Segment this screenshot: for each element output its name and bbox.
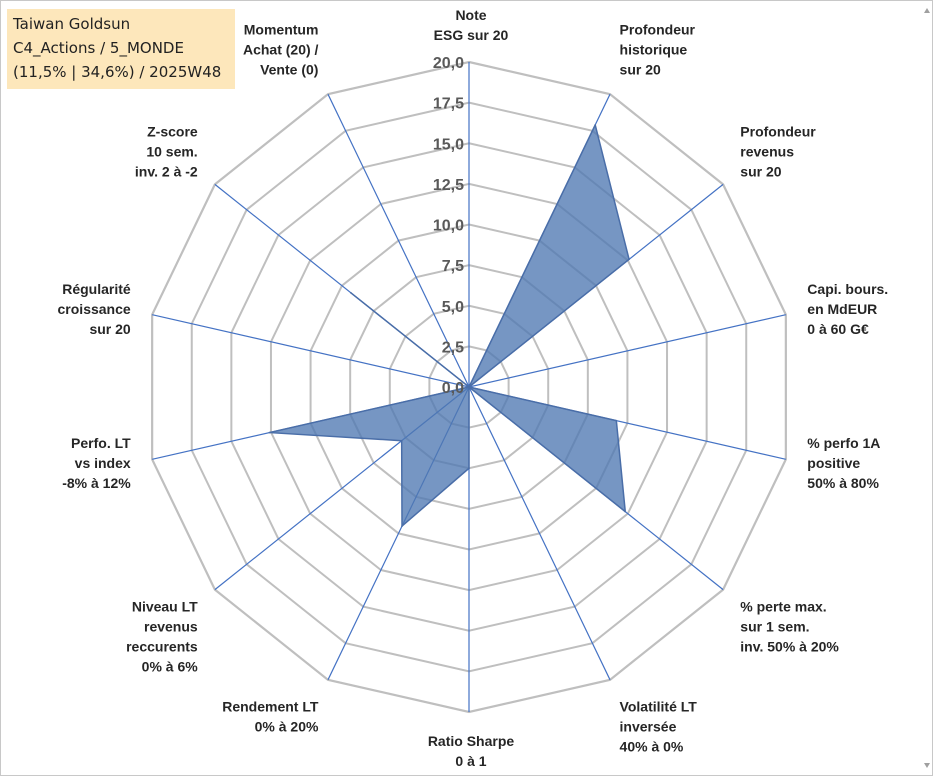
axis-label: % perfo 1A positive 50% à 80% bbox=[807, 435, 880, 491]
data-point bbox=[268, 431, 271, 434]
axis-label: Profondeur historique sur 20 bbox=[620, 21, 696, 77]
axis-label-line: Profondeur bbox=[740, 124, 816, 140]
axis-label-line: sur 20 bbox=[89, 321, 130, 337]
axis-label: Capi. bours. en MdEUR 0 à 60 G€ bbox=[807, 281, 888, 337]
axis-label-line: Achat (20) / bbox=[243, 41, 319, 57]
axis-label-line: positive bbox=[807, 455, 860, 471]
data-point bbox=[468, 386, 470, 388]
data-point bbox=[468, 467, 470, 470]
tick-label: 5,0 bbox=[442, 299, 464, 316]
axis-spoke bbox=[152, 314, 470, 388]
scroll-down-icon[interactable] bbox=[924, 763, 930, 768]
scroll-up-icon[interactable] bbox=[924, 8, 930, 13]
axis-label-line: Note bbox=[455, 7, 486, 23]
data-point bbox=[350, 291, 352, 294]
axis-label-line: ESG sur 20 bbox=[434, 27, 509, 43]
axis-label-line: revenus bbox=[740, 144, 794, 160]
tick-label: 7,5 bbox=[442, 258, 464, 275]
axis-label: % perte max. sur 1 sem. inv. 50% à 20% bbox=[740, 598, 839, 654]
data-point bbox=[628, 258, 630, 261]
tick-label: 2,5 bbox=[442, 339, 464, 356]
axis-spoke bbox=[327, 93, 470, 388]
axis-label: Z-score 10 sem. inv. 2 à -2 bbox=[135, 124, 198, 180]
data-point bbox=[401, 525, 403, 527]
axis-label: Rendement LT 0% à 20% bbox=[222, 699, 319, 735]
tick-label: 17,5 bbox=[433, 96, 464, 113]
axis-label-line: Z-score bbox=[147, 124, 198, 140]
info-box: Taiwan Goldsun C4_Actions / 5_MONDE (11,… bbox=[7, 9, 235, 89]
axis-label-line: en MdEUR bbox=[807, 301, 877, 317]
axis-label-line: 0% à 6% bbox=[142, 658, 199, 674]
axis-label: Note ESG sur 20 bbox=[434, 7, 509, 43]
info-category: C4_Actions / 5_MONDE bbox=[13, 39, 184, 57]
axis-label-line: -8% à 12% bbox=[62, 475, 131, 491]
axis-label: Régularité croissance sur 20 bbox=[58, 281, 131, 337]
data-point bbox=[615, 419, 618, 422]
axis-label: Ratio Sharpe 0 à 1 bbox=[428, 733, 515, 769]
axis-label: Momentum Achat (20) / Vente (0) bbox=[243, 21, 319, 77]
info-stats: (11,5% | 34,6%) / 2025W48 bbox=[13, 63, 222, 81]
axis-label-line: inversée bbox=[620, 719, 677, 735]
axis-label-line: 0 à 1 bbox=[455, 753, 486, 769]
axis-label-line: vs index bbox=[75, 455, 131, 471]
axis-label-line: Perfo. LT bbox=[71, 435, 131, 451]
data-point bbox=[400, 439, 403, 442]
tick-label: 0,0 bbox=[442, 380, 464, 397]
axis-label-line: historique bbox=[620, 41, 688, 57]
axis-label-line: 0 à 60 G€ bbox=[807, 321, 869, 337]
axis-label-line: revenus bbox=[144, 618, 198, 634]
axis-label-line: Vente (0) bbox=[260, 61, 318, 77]
axis-label-line: inv. 2 à -2 bbox=[135, 164, 198, 180]
axis-label-line: Momentum bbox=[244, 21, 319, 37]
tick-label: 10,0 bbox=[433, 218, 464, 235]
tick-label: 12,5 bbox=[433, 177, 464, 194]
axis-label-line: 50% à 80% bbox=[807, 475, 879, 491]
axis-label-line: 40% à 0% bbox=[620, 739, 684, 755]
axis-label-line: reccurents bbox=[126, 638, 198, 654]
axis-label-line: croissance bbox=[58, 301, 131, 317]
axis-label-line: % perfo 1A bbox=[807, 435, 880, 451]
axis-label-line: Ratio Sharpe bbox=[428, 733, 515, 749]
axis-label-line: Rendement LT bbox=[222, 699, 319, 715]
axis-label-line: sur 20 bbox=[740, 164, 781, 180]
axis-label: Volatilité LT inversée 40% à 0% bbox=[620, 699, 698, 755]
axis-label-line: % perte max. bbox=[740, 598, 826, 614]
tick-label: 15,0 bbox=[433, 136, 464, 153]
axis-label-line: Niveau LT bbox=[132, 598, 198, 614]
axis-spoke bbox=[468, 314, 786, 388]
series-layer bbox=[268, 124, 630, 527]
axis-label-line: Profondeur bbox=[620, 21, 696, 37]
axis-label-line: Capi. bours. bbox=[807, 281, 888, 297]
axis-label-line: sur 1 sem. bbox=[740, 618, 809, 634]
axis-labels: Note ESG sur 20 Profondeur historique sur 20… bbox=[58, 7, 889, 769]
vertical-scrollbar[interactable] bbox=[921, 1, 933, 775]
axis-label: Profondeur revenus sur 20 bbox=[740, 124, 816, 180]
axis-label: Niveau LT revenus reccurents 0% à 6% bbox=[126, 598, 198, 674]
series-area bbox=[268, 124, 630, 527]
axis-label-line: 10 sem. bbox=[146, 144, 197, 160]
axis-label-line: Régularité bbox=[62, 281, 131, 297]
data-point bbox=[594, 124, 597, 126]
axis-label-line: inv. 50% à 20% bbox=[740, 638, 839, 654]
info-title: Taiwan Goldsun bbox=[13, 15, 131, 33]
tick-label: 20,0 bbox=[433, 55, 464, 72]
axis-label-line: Volatilité LT bbox=[620, 699, 698, 715]
tick-labels: 0,0 2,5 5,0 7,5 10,0 12,5 15,0 17,5 20,0 bbox=[433, 55, 464, 397]
axis-label-line: 0% à 20% bbox=[255, 719, 319, 735]
axis-label-line: sur 20 bbox=[620, 61, 661, 77]
data-point bbox=[624, 510, 627, 513]
axis-label: Perfo. LT vs index -8% à 12% bbox=[62, 435, 131, 491]
axis-spoke bbox=[468, 386, 611, 681]
